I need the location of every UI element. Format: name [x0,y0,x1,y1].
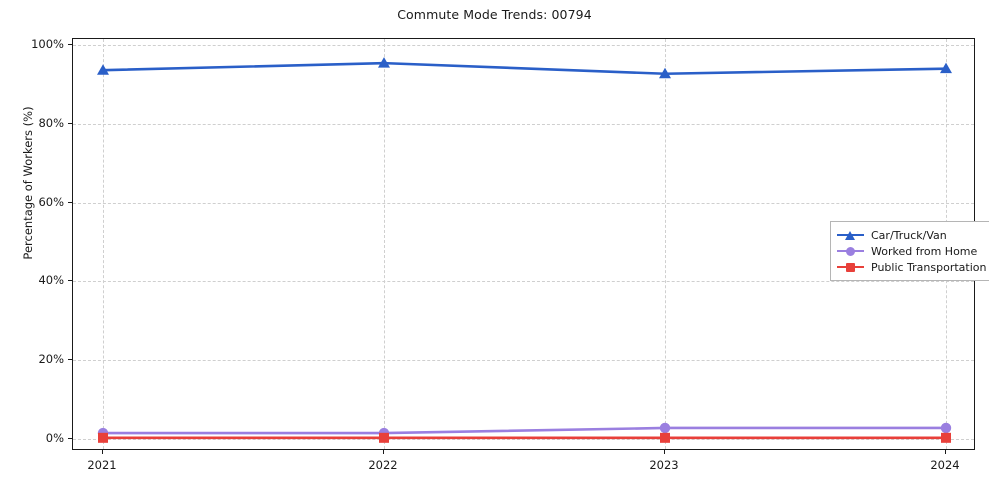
legend-label: Worked from Home [871,244,978,258]
y-tick-mark [68,122,72,124]
series-line [101,61,948,76]
series-lines [97,57,952,443]
gridline-vertical [103,39,104,449]
data-point-marker [97,64,109,75]
chart-title: Commute Mode Trends: 00794 [397,7,592,22]
y-tick-label: 100% [31,37,64,51]
data-point-marker [659,67,671,79]
gridline-horizontal [73,439,974,440]
legend-label: Public Transportation [871,260,987,274]
data-point-marker [941,432,951,443]
series-line [101,426,948,435]
gridline-horizontal [73,281,974,283]
data-point-marker [378,57,390,68]
x-tick-label: 2024 [930,458,960,472]
x-tick-label: 2021 [87,458,117,472]
y-tick-mark [68,280,72,282]
data-point-marker [940,62,952,74]
y-axis-label: Percentage of Workers (%) [21,106,35,260]
x-tick-mark [664,450,665,454]
gridline-horizontal [73,123,974,125]
gridline-horizontal [73,202,974,204]
y-tick-label: 20% [38,352,64,367]
plot-area [72,38,975,450]
gridline-vertical [665,39,666,449]
data-point-marker [940,422,952,434]
legend-item[interactable]: Car/Truck/Van [837,227,986,243]
legend-item[interactable]: Public Transportation [837,259,986,275]
y-tick-label: 0% [45,431,64,445]
data-point-marker [659,422,671,434]
legend-swatch-triangle-icon [837,228,864,242]
y-tick-label: 60% [38,194,64,209]
data-point-marker [660,432,670,443]
y-tick-label: 80% [38,115,64,130]
x-tick-mark [383,450,384,454]
x-tick-label: 2023 [649,458,679,472]
gridline-vertical [384,39,385,449]
x-tick-label: 2022 [368,458,398,472]
y-tick-mark [68,438,72,439]
y-tick-mark [68,201,72,203]
y-tick-mark [68,359,72,361]
x-tick-mark [102,450,103,454]
legend-swatch-square-icon [837,260,864,274]
data-point-marker [379,432,389,443]
chart-legend: Car/Truck/Van Worked from Home Public Tran… [830,221,989,281]
legend-swatch-circle-icon [837,244,864,258]
gridline-horizontal [73,360,974,362]
gridline-horizontal [73,45,974,46]
y-tick-mark [68,44,72,45]
data-point-marker [98,432,108,443]
y-tick-label: 40% [38,273,64,288]
legend-item[interactable]: Worked from Home [837,243,986,259]
legend-label: Car/Truck/Van [871,228,947,242]
x-tick-mark [945,450,946,454]
